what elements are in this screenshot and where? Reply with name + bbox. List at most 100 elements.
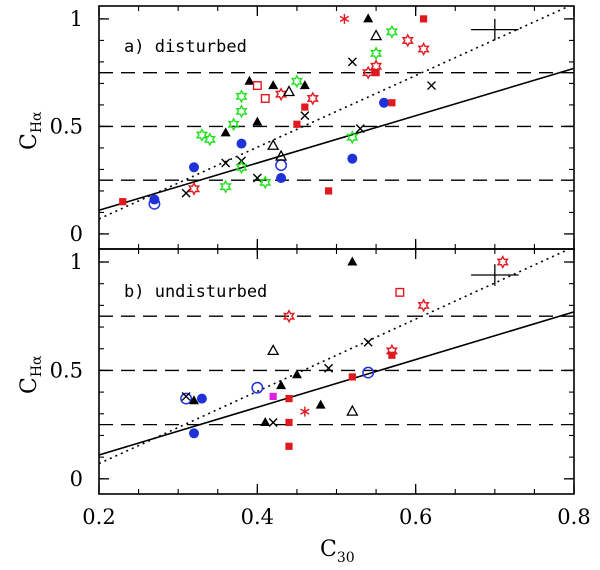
data-point-open-star: [195, 128, 209, 143]
data-point-circle: [276, 173, 287, 184]
x-tick-label: 0.2: [82, 505, 115, 529]
data-point-open-circle: [180, 392, 193, 405]
panel-disturbed: 0 0.5 1 a) disturbed CHα: [17, 5, 575, 250]
error-bar: [471, 264, 519, 286]
y-tick-label: 1: [70, 7, 83, 31]
data-point-square: [285, 395, 293, 403]
x-tick-label: 0.6: [399, 505, 432, 529]
x-tick-label: 0.4: [241, 505, 274, 529]
data-point-asterisk: [339, 13, 350, 24]
data-point-open-star: [306, 91, 319, 106]
x-tick-label: 0.8: [557, 505, 590, 529]
data-point-asterisk: [300, 406, 310, 417]
data-point-circle: [347, 153, 358, 164]
data-point-square: [348, 373, 356, 381]
data-point-open-star: [417, 41, 430, 57]
dotted-fit-line: [98, 248, 570, 465]
data-point-square: [119, 198, 127, 206]
data-point-open-square: [252, 81, 262, 91]
data-point-open-star: [370, 46, 383, 61]
data-point-square: [269, 392, 277, 401]
data-point-circle: [236, 138, 247, 149]
data-point-square: [301, 103, 309, 111]
data-point-square: [388, 99, 396, 107]
data-point-triangle: [189, 395, 199, 405]
data-point-square: [285, 442, 293, 450]
data-point-triangle: [244, 75, 255, 85]
data-point-square: [388, 351, 396, 359]
data-point-triangle: [268, 80, 279, 90]
data-point-open-star: [417, 298, 430, 313]
data-point-open-star: [187, 181, 201, 196]
y-tick-label: 0: [70, 222, 83, 246]
data-point-square: [324, 187, 333, 195]
data-point-cross: [181, 391, 191, 401]
data-point-open-star: [496, 254, 509, 270]
data-point-open-star: [401, 33, 414, 48]
data-point-open-triangle: [282, 85, 296, 97]
data-point-open-star: [235, 89, 248, 104]
data-point-cross: [252, 173, 262, 183]
data-point-cross: [355, 124, 365, 134]
data-point-open-star: [219, 179, 232, 194]
data-point-open-star: [282, 309, 296, 324]
data-point-triangle: [220, 127, 231, 137]
data-point-circle: [196, 393, 207, 404]
data-point-open-triangle: [346, 404, 359, 416]
data-point-open-triangle: [267, 138, 280, 150]
data-point-cross: [427, 81, 436, 91]
solid-fit-line: [98, 67, 575, 212]
y-tick-label: 0.5: [50, 358, 83, 382]
y-tick-label: 0: [70, 467, 83, 491]
panel-label: a) disturbed: [124, 37, 247, 57]
data-point-cross: [324, 363, 334, 373]
data-point-open-triangle: [267, 344, 280, 356]
data-point-triangle: [260, 416, 271, 426]
data-point-open-triangle: [274, 149, 288, 161]
data-point-circle: [189, 428, 199, 439]
data-point-cross: [268, 417, 278, 427]
data-point-cross: [181, 188, 191, 198]
y-axis-label: CHα: [17, 111, 45, 150]
data-point-triangle: [252, 116, 263, 126]
panel-label: b) undisturbed: [124, 282, 267, 302]
data-point-triangle: [363, 13, 374, 23]
data-point-open-star: [235, 104, 248, 119]
data-point-open-circle: [362, 366, 375, 379]
data-point-cross: [221, 158, 231, 168]
data-point-triangle: [299, 80, 310, 90]
data-point-open-triangle: [369, 29, 383, 41]
data-point-square: [285, 418, 293, 427]
y-tick-label: 1: [70, 250, 83, 274]
error-bar: [471, 18, 519, 41]
x-axis-label: C30: [320, 537, 355, 566]
data-point-triangle: [315, 399, 326, 409]
data-point-open-square: [395, 287, 405, 297]
data-point-circle: [149, 194, 160, 205]
data-point-open-star: [346, 130, 359, 145]
data-point-open-star: [235, 160, 248, 175]
data-point-circle: [379, 97, 389, 108]
data-point-circle: [189, 162, 199, 173]
data-point-square: [372, 69, 380, 77]
data-point-triangle: [291, 369, 302, 379]
data-point-cross: [300, 111, 310, 121]
dotted-fit-line: [98, 5, 570, 220]
data-point-open-star: [227, 117, 240, 132]
data-point-triangle: [276, 380, 287, 390]
data-point-square: [293, 120, 301, 128]
panel-undisturbed: 0.2 0.4 0.6 0.8 0 0.5 1 b) undisturbed CHα C30: [17, 248, 591, 566]
solid-fit-line: [98, 311, 575, 456]
data-point-open-star: [259, 175, 272, 190]
data-point-open-star: [290, 74, 304, 89]
data-point-triangle: [347, 256, 358, 266]
data-point-open-star: [203, 132, 216, 147]
y-axis-label: CHα: [17, 355, 45, 394]
data-point-open-circle: [251, 381, 264, 394]
data-point-open-star: [385, 24, 399, 39]
data-point-square: [419, 15, 428, 23]
data-point-cross: [347, 57, 357, 67]
data-point-open-square: [260, 93, 270, 103]
data-point-open-circle: [148, 197, 161, 210]
